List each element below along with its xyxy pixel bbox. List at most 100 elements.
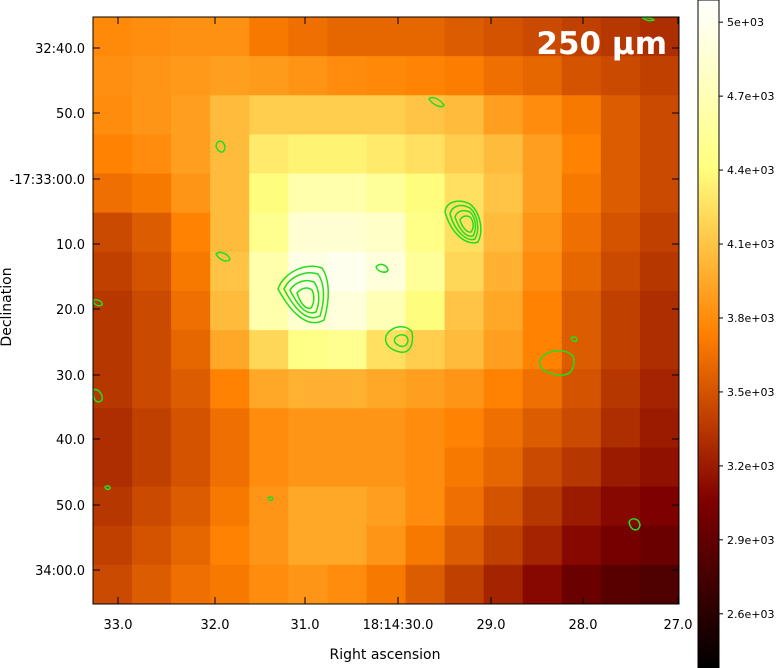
heatmap-cell (171, 369, 211, 409)
heatmap-cell (522, 447, 563, 488)
heatmap-cell (639, 173, 679, 214)
heatmap-cell (171, 330, 211, 370)
heatmap-cell (444, 447, 485, 488)
colorbar-tick-label: 3.2e+03 (727, 460, 774, 473)
heatmap-cell (288, 17, 328, 57)
heatmap-cell (132, 56, 172, 96)
heatmap-cell (405, 447, 446, 488)
y-tick-label: 20.0 (56, 303, 85, 318)
colorbar-tick-label: 2.6e+03 (727, 608, 774, 621)
contour-ring (267, 496, 274, 502)
heatmap-cell (366, 56, 407, 96)
heatmap-cell (561, 486, 602, 527)
heatmap-cell (93, 212, 133, 253)
heatmap-cell (405, 290, 446, 331)
colorbar-ticks: 5e+03 4.7e+03 4.4e+03 4.1e+03 3.8e+03 3.5e+03… (719, 16, 774, 621)
heatmap-cell (444, 525, 485, 566)
heatmap-cell (600, 408, 641, 449)
heatmap-cell (522, 56, 563, 96)
contour-ring (93, 299, 103, 307)
heatmap-cell (171, 56, 211, 96)
contour-ring (628, 518, 641, 531)
y-tick-label: 32:40.0 (35, 42, 85, 57)
heatmap-cell (171, 173, 211, 214)
heatmap-cell (405, 408, 446, 449)
heatmap-cell (327, 369, 368, 409)
heatmap-cell (327, 173, 368, 214)
heatmap-cell (249, 447, 289, 488)
heatmap-cell (93, 56, 133, 96)
heatmap-image (93, 17, 679, 604)
heatmap-cell (288, 95, 328, 135)
y-tick-labels: 32:40.0 50.0 -17:33:00.0 10.0 20.0 30.0 40.0 50… (10, 42, 85, 579)
colorbar-tick-label: 3.8e+03 (727, 312, 774, 325)
heatmap-cell (522, 173, 563, 214)
y-tick-label: 30.0 (56, 369, 85, 384)
heatmap-cell (561, 173, 602, 214)
heatmap-cell (639, 251, 679, 292)
heatmap-cell (522, 330, 563, 370)
heatmap-cell (171, 486, 211, 527)
colorbar-tick-label: 3.5e+03 (727, 386, 774, 399)
heatmap-cell (483, 134, 524, 175)
heatmap-cell (600, 56, 641, 96)
heatmap-cell (483, 17, 524, 57)
heatmap-cell (132, 290, 172, 331)
heatmap-cell (639, 369, 679, 409)
contour-ring (444, 200, 482, 244)
colorbar-tick-label: 2.9e+03 (727, 534, 774, 547)
x-tick-label: 27.0 (664, 618, 693, 633)
heatmap-cell (210, 564, 250, 604)
heatmap-cell (366, 408, 407, 449)
heatmap-cell (600, 95, 641, 135)
heatmap-cell (132, 173, 172, 214)
heatmap-cell (639, 486, 679, 527)
y-axis-label: Declination (0, 267, 15, 346)
heatmap-cell (171, 290, 211, 331)
heatmap-cell (444, 56, 485, 96)
heatmap-cell (405, 56, 446, 96)
colorbar-tick-label: 5e+03 (727, 16, 764, 29)
heatmap-cell (210, 447, 250, 488)
heatmap-cell (171, 564, 211, 604)
heatmap-cell (171, 447, 211, 488)
heatmap-cell (288, 564, 328, 604)
x-tick-marks (117, 17, 679, 604)
heatmap-cell (366, 290, 407, 331)
y-tick-label: 40.0 (56, 433, 85, 448)
heatmap-cell (210, 290, 250, 331)
heatmap-cell (405, 330, 446, 370)
contour-ring (277, 265, 329, 324)
heatmap-cell (288, 408, 328, 449)
heatmap-cell (600, 486, 641, 527)
contour-ring (215, 140, 226, 153)
heatmap-cell (405, 486, 446, 527)
heatmap-cell (600, 369, 641, 409)
heatmap-cell (210, 212, 250, 253)
contour-ring (459, 215, 474, 233)
heatmap-cell (132, 330, 172, 370)
heatmap-cell (366, 447, 407, 488)
heatmap-cell (561, 447, 602, 488)
heatmap-cell (366, 134, 407, 175)
heatmap-cell (132, 486, 172, 527)
heatmap-cell (171, 95, 211, 135)
heatmap-cell (561, 251, 602, 292)
heatmap-cell (249, 95, 289, 135)
heatmap-cell (639, 134, 679, 175)
heatmap-cell (444, 134, 485, 175)
heatmap-cell (366, 173, 407, 214)
heatmap-cell (132, 17, 172, 57)
heatmap-cell (93, 95, 133, 135)
heatmap-cell (132, 564, 172, 604)
contour-ring (283, 272, 325, 319)
heatmap-cell (210, 134, 250, 175)
heatmap-cell (210, 95, 250, 135)
heatmap-cell (93, 17, 133, 57)
heatmap-cell (483, 290, 524, 331)
contour-ring (428, 96, 445, 108)
heatmap-cell (444, 95, 485, 135)
heatmap-cell (522, 17, 563, 57)
heatmap-cell (327, 564, 368, 604)
heatmap-cell (639, 17, 679, 57)
